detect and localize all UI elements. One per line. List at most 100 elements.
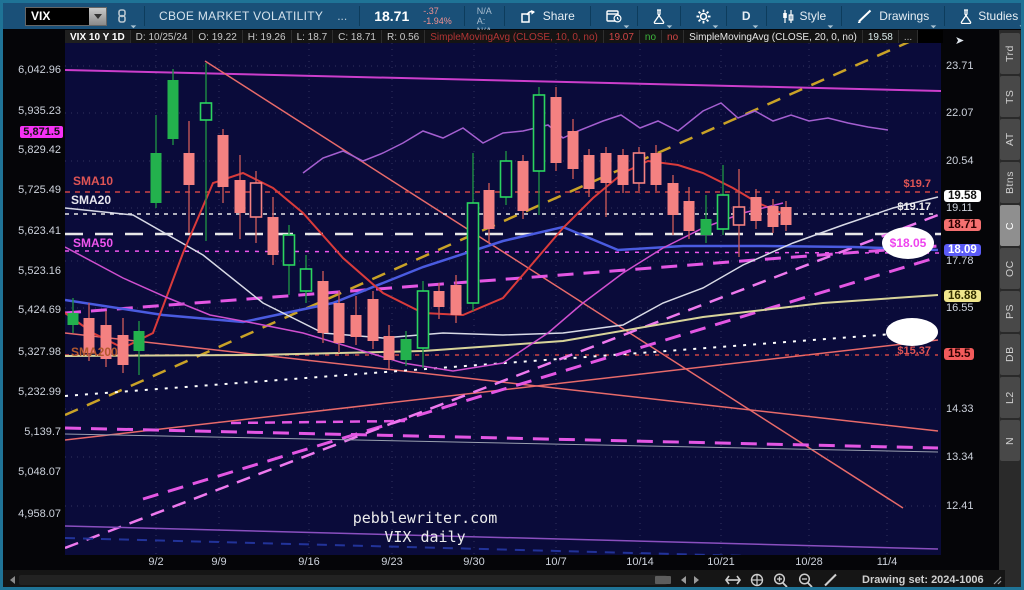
study-chip[interactable]: no: [639, 30, 663, 44]
time-axis-label: 10/14: [626, 556, 654, 568]
left-axis-label: 4,958.07: [18, 508, 61, 520]
candle-down: [333, 303, 345, 343]
share-icon: [521, 10, 535, 23]
candle-up: [167, 80, 179, 139]
annotation: SMA200: [71, 345, 118, 359]
price-change: -.37 -1.94%: [423, 5, 452, 26]
time-axis-label: 9/9: [211, 556, 227, 568]
candle-down: [217, 135, 229, 187]
candle-down: [517, 161, 529, 211]
chart-title: VIX 10 Y 1D: [65, 30, 131, 44]
time-axis[interactable]: 9/2 9/9 9/16 9/23 9/30 10/7 10/14 10/21 10/28 11/…: [65, 555, 941, 569]
ohlc-chip: C: 18.71: [333, 30, 382, 44]
style-button[interactable]: Style: [773, 3, 836, 29]
auto-scale-icon[interactable]: [750, 573, 764, 587]
sidebar-tab-oc[interactable]: OC: [1000, 248, 1020, 289]
symbol-dropdown-button[interactable]: [89, 7, 106, 25]
study-chips[interactable]: SimpleMovingAvg (CLOSE, 10, 0, no) 19.07 n…: [425, 30, 919, 44]
right-axis-price-badge: 16.88: [944, 290, 981, 302]
candle-down: [583, 155, 595, 189]
annotation: $19.17: [897, 201, 931, 213]
chart-style-icon: [782, 9, 793, 23]
candle-down: [567, 131, 579, 169]
sidebar-tab-db[interactable]: DB: [1000, 334, 1020, 375]
left-price-axis[interactable]: 6,042.96 5,935.23 5,829.42 5,725.49 5,623.41…: [3, 43, 65, 555]
calendar-clock-icon: [606, 10, 622, 23]
sidebar-tab-ps[interactable]: PS: [1000, 291, 1020, 332]
pan-left-icon[interactable]: [10, 576, 15, 584]
right-sidebar: Trd TS AT Btns C OC PS DB L2 N: [999, 30, 1021, 587]
right-axis-label: 16.55: [946, 302, 974, 314]
scrollbar-handle[interactable]: [655, 576, 671, 584]
annotation: $15.37: [897, 345, 931, 357]
annotation: $19.7: [903, 178, 931, 190]
studies-flask-icon: [960, 8, 972, 24]
ohlc-chip: D: 10/25/24: [130, 30, 194, 44]
candle-down: [450, 285, 462, 315]
scroll-left-button[interactable]: [681, 576, 686, 584]
chart-scrollbar[interactable]: [19, 575, 671, 585]
sidebar-tab-trd[interactable]: Trd: [1000, 33, 1020, 74]
line-magenta-dash-short: [230, 419, 406, 425]
candle-down: [550, 97, 562, 163]
study-chip[interactable]: ...: [898, 30, 919, 44]
right-price-axis[interactable]: ➤ 23.71 22.07 20.54 19.11 17.78 16.55 14.33 13.…: [941, 35, 1005, 555]
analyze-button[interactable]: [644, 3, 674, 29]
zoom-out-icon[interactable]: [798, 572, 814, 588]
flask-icon: [653, 8, 665, 24]
candle-down: [234, 180, 246, 213]
candle-up: [150, 153, 162, 203]
share-button[interactable]: Share: [511, 3, 584, 29]
sidebar-tab-ts[interactable]: TS: [1000, 76, 1020, 117]
calendar-button[interactable]: [597, 3, 631, 29]
candle-down: [383, 336, 395, 360]
right-axis-label: 20.54: [946, 155, 974, 167]
study-chip[interactable]: SimpleMovingAvg (CLOSE, 20, 0, no): [684, 30, 863, 44]
line-gray-thin: [65, 433, 939, 453]
sidebar-tab-n[interactable]: N: [1000, 420, 1020, 461]
sidebar-tab-c[interactable]: C: [1000, 205, 1020, 246]
description-ellipsis: ...: [337, 9, 348, 23]
sidebar-tab-btns[interactable]: Btns: [1000, 162, 1020, 203]
candle-down: [683, 201, 695, 231]
scroll-right-button[interactable]: [694, 576, 699, 584]
line-sma10-red: [65, 159, 787, 350]
zoom-in-icon[interactable]: [773, 572, 789, 588]
resize-handle-icon[interactable]: [992, 575, 1002, 585]
candle-up: [700, 219, 712, 235]
candle-down: [433, 291, 445, 307]
white-oval-15: [886, 318, 938, 346]
drawing-set-label[interactable]: Drawing set: 2024-1006: [862, 574, 984, 586]
study-chip[interactable]: 19.58: [862, 30, 899, 44]
left-axis-label: 5,935.23: [18, 105, 61, 117]
sidebar-tab-l2[interactable]: L2: [1000, 377, 1020, 418]
line-magenta-dash-shallow: [65, 244, 939, 315]
candle-down: [350, 315, 362, 337]
timeframe-button[interactable]: D: [733, 3, 760, 29]
chart-svg[interactable]: SMA10 SMA20 SMA50 SMA200 $19.7 $19.17 $18.05 $1…: [65, 43, 941, 555]
right-axis-price-badge: 15.5: [944, 348, 975, 360]
settings-button[interactable]: [687, 3, 720, 29]
left-axis-label: 5,327.98: [18, 346, 61, 358]
sidebar-tab-at[interactable]: AT: [1000, 119, 1020, 160]
study-chip[interactable]: SimpleMovingAvg (CLOSE, 10, 0, no): [425, 30, 604, 44]
link-icon: [118, 8, 126, 23]
candle-up: [532, 94, 546, 172]
chart-plot-area[interactable]: SMA10 SMA20 SMA50 SMA200 $19.7 $19.17 $18.05 $1…: [65, 43, 941, 555]
symbol-combo[interactable]: VIX: [25, 6, 107, 26]
chart-status-row: VIX 10 Y 1D D: 10/25/24 O: 19.22 H: 19.26 L…: [65, 30, 943, 44]
candle-up: [282, 234, 296, 266]
study-chip[interactable]: 19.07: [603, 30, 640, 44]
symbol-input[interactable]: VIX: [31, 8, 51, 23]
drawings-button[interactable]: Drawings: [848, 3, 938, 29]
fit-width-icon[interactable]: [725, 575, 741, 585]
right-axis-label: 14.33: [946, 403, 974, 415]
draw-pencil-icon[interactable]: [823, 573, 838, 587]
studies-button[interactable]: Studies: [951, 3, 1021, 29]
candle-up: [416, 290, 430, 349]
study-chip[interactable]: no: [662, 30, 685, 44]
link-button[interactable]: [107, 3, 138, 29]
left-axis-label: 5,048.07: [18, 466, 61, 478]
candle-up: [299, 268, 313, 292]
